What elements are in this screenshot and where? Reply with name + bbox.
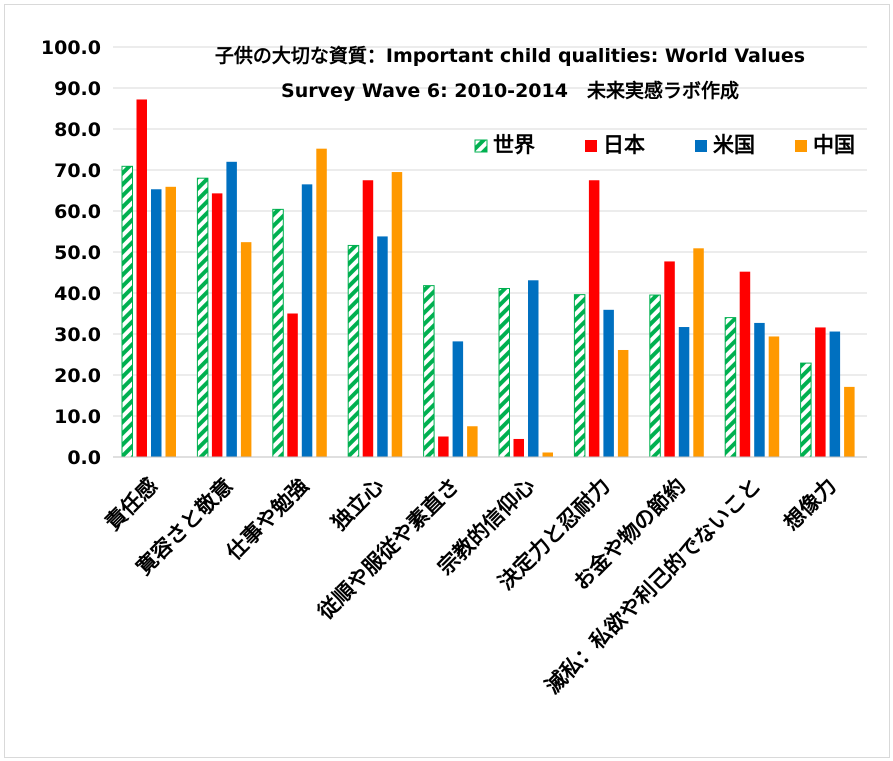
bars	[121, 99, 855, 458]
y-tick-label: 60.0	[54, 201, 101, 223]
legend-label: 中国	[813, 133, 855, 157]
legend-label: 日本	[603, 133, 645, 157]
bar	[649, 294, 661, 458]
y-tick-label: 40.0	[54, 283, 101, 305]
bar	[754, 322, 765, 457]
bar	[664, 261, 675, 457]
bar	[151, 189, 162, 457]
bar	[452, 341, 464, 457]
legend-label: 米国	[713, 133, 755, 157]
y-axis-ticks: 0.0 10.0 20.0 30.0 40.0 50.0 60.0 70.0 80.0 90.0 1…	[41, 37, 101, 469]
bar	[844, 386, 855, 457]
legend: 世界 日本 米国 中国	[474, 133, 855, 157]
bar	[301, 184, 313, 457]
legend-swatch	[695, 140, 707, 152]
bar	[226, 161, 237, 458]
bar	[693, 248, 704, 457]
y-tick-label: 100.0	[41, 37, 101, 59]
legend-swatch	[474, 139, 488, 153]
bar	[272, 208, 284, 458]
bar	[678, 327, 690, 457]
y-tick-label: 80.0	[54, 119, 101, 141]
y-tick-label: 10.0	[54, 406, 101, 428]
bar	[391, 172, 403, 458]
bar	[588, 180, 600, 457]
legend-swatch	[585, 140, 597, 152]
y-tick-label: 50.0	[54, 242, 101, 264]
bar	[362, 180, 374, 457]
bar	[316, 148, 327, 457]
bar	[423, 285, 435, 458]
x-tick-label: 仕事や勉強	[221, 474, 313, 566]
bar	[739, 271, 751, 457]
bar	[768, 336, 780, 457]
x-tick-label: 従順や服従や素直さ	[313, 474, 464, 625]
bar	[498, 287, 510, 458]
chart-frame: 0.0 10.0 20.0 30.0 40.0 50.0 60.0 70.0 80.0 90.0 1…	[4, 4, 890, 758]
bar	[617, 349, 629, 457]
y-tick-label: 0.0	[67, 447, 101, 469]
bar	[528, 280, 539, 457]
bar	[211, 193, 223, 457]
chart-title-line-1: 子供の大切な資質：Important child qualities: Worl…	[215, 44, 805, 67]
x-tick-label: 責任感	[101, 474, 163, 536]
bar	[800, 362, 812, 458]
bar	[603, 309, 614, 457]
bar	[240, 242, 252, 457]
gridlines	[113, 46, 867, 417]
bar	[121, 165, 133, 458]
x-tick-label: 独立心	[327, 474, 389, 536]
y-tick-label: 90.0	[54, 78, 101, 100]
bar	[196, 177, 209, 458]
bar	[829, 331, 841, 457]
bar-chart: 0.0 10.0 20.0 30.0 40.0 50.0 60.0 70.0 80.0 90.0 1…	[41, 37, 867, 699]
bar	[815, 327, 826, 457]
bar	[542, 452, 553, 457]
y-tick-label: 70.0	[54, 160, 101, 182]
legend-label: 世界	[493, 133, 535, 157]
bar	[438, 436, 449, 457]
bar	[573, 294, 586, 458]
bar	[724, 317, 737, 458]
bar	[513, 438, 524, 457]
bar	[136, 99, 147, 457]
legend-swatch	[795, 140, 807, 152]
x-tick-label: 想像力	[779, 474, 841, 536]
bar	[165, 186, 176, 457]
chart-title-line-2: Survey Wave 6: 2010-2014 未来実感ラボ作成	[281, 79, 739, 102]
y-tick-label: 30.0	[54, 324, 101, 346]
bar	[287, 313, 298, 457]
y-tick-label: 20.0	[54, 365, 101, 387]
bar	[347, 244, 360, 458]
bar	[467, 426, 478, 457]
bar	[377, 236, 388, 457]
